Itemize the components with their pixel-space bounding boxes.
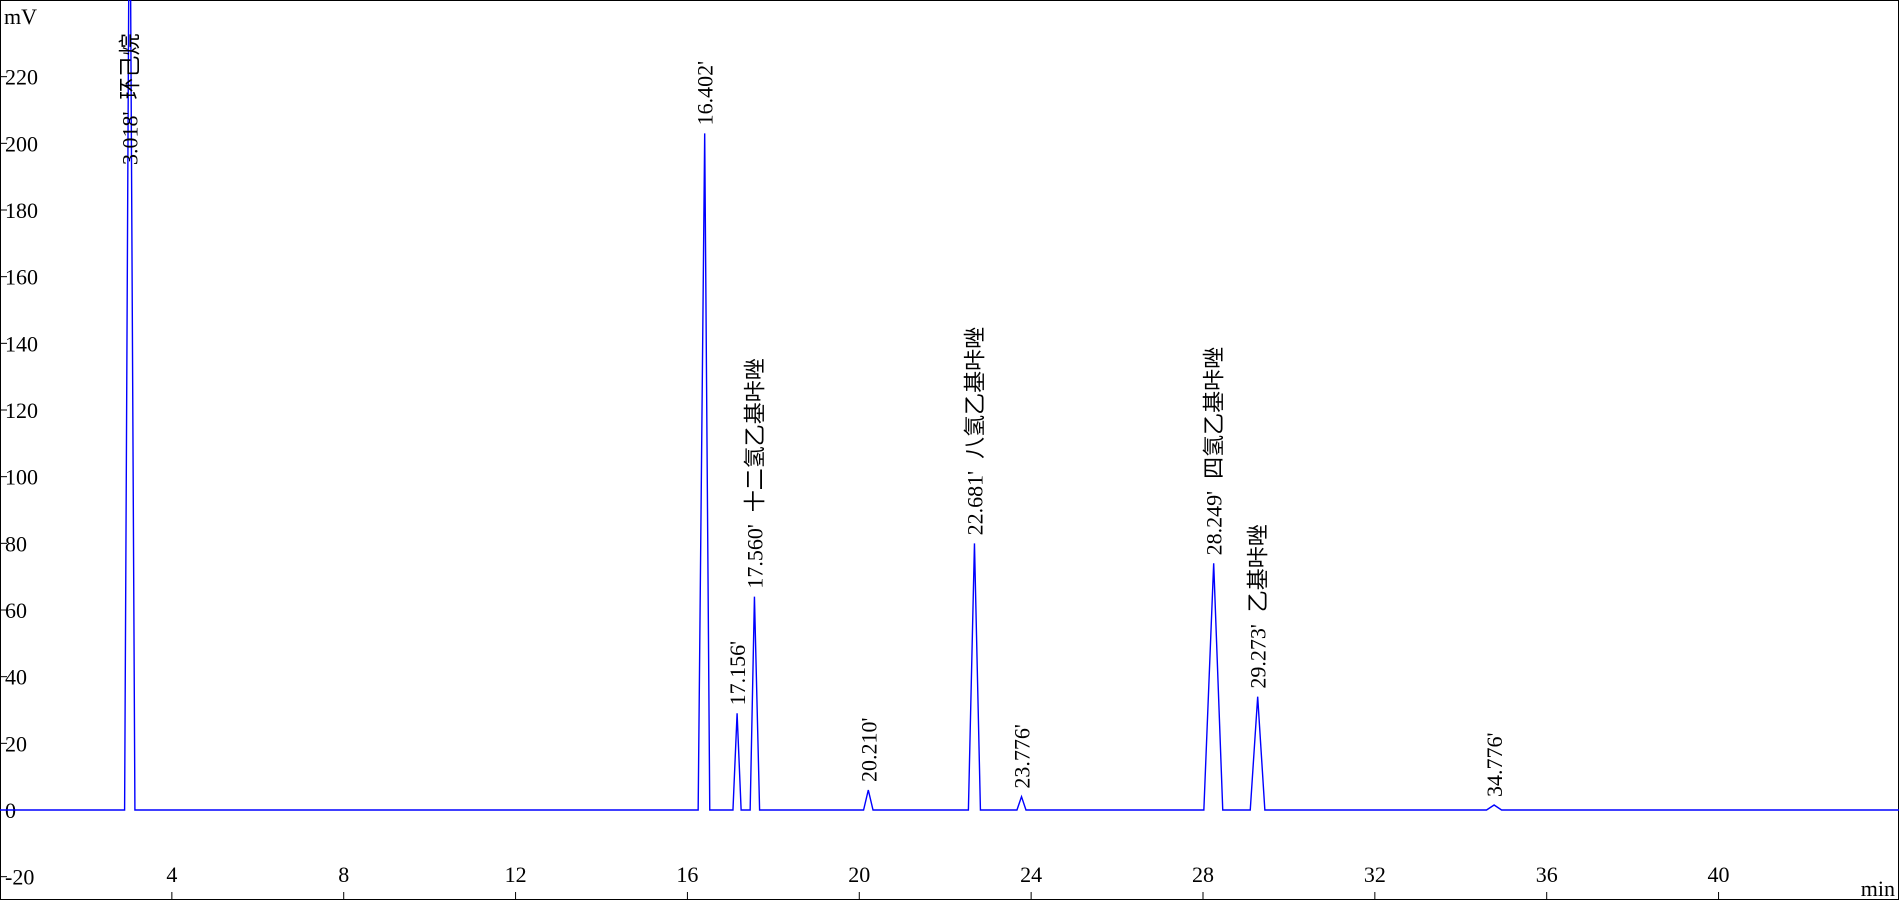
peak-label: 28.249' 四氢乙基咔唑 bbox=[1202, 347, 1227, 555]
x-tick-label: 4 bbox=[166, 862, 177, 887]
y-tick-label: 20 bbox=[5, 731, 27, 756]
peak-time: 17.560' bbox=[742, 524, 767, 589]
y-tick-label: 220 bbox=[5, 65, 38, 90]
y-tick-label: 40 bbox=[5, 665, 27, 690]
peak-time: 16.402' bbox=[693, 61, 718, 126]
chromatogram-trace bbox=[0, 0, 1899, 811]
peak-name: 乙基咔唑 bbox=[1246, 524, 1271, 612]
y-axis-label: mV bbox=[4, 4, 37, 29]
peak-name: 环己烷 bbox=[118, 34, 143, 100]
x-tick-label: 32 bbox=[1364, 862, 1386, 887]
peak-time: 28.249' bbox=[1202, 491, 1227, 556]
peak-label: 17.560' 十二氢乙基咔唑 bbox=[742, 358, 767, 588]
peak-label: 22.681' 八氢乙基咔唑 bbox=[962, 327, 987, 535]
x-tick-label: 40 bbox=[1708, 862, 1730, 887]
peak-label: 20.210' bbox=[856, 718, 881, 783]
y-tick-label: 80 bbox=[5, 531, 27, 556]
y-tick-label: 160 bbox=[5, 265, 38, 290]
peak-time: 22.681' bbox=[962, 471, 987, 536]
x-tick-label: 16 bbox=[676, 862, 698, 887]
y-tick-label: 120 bbox=[5, 398, 38, 423]
peak-time: 29.273' bbox=[1246, 624, 1271, 689]
x-tick-label: 28 bbox=[1192, 862, 1214, 887]
peak-time: 23.776' bbox=[1010, 724, 1035, 789]
peak-name: 八氢乙基咔唑 bbox=[962, 327, 987, 459]
x-tick-label: 36 bbox=[1536, 862, 1558, 887]
x-tick-label: 20 bbox=[848, 862, 870, 887]
peak-name: 四氢乙基咔唑 bbox=[1202, 347, 1227, 479]
x-tick-label: 8 bbox=[338, 862, 349, 887]
peak-time: 17.156' bbox=[725, 641, 750, 706]
y-tick-label: -20 bbox=[5, 865, 34, 890]
peak-time: 20.210' bbox=[856, 718, 881, 783]
peak-time: 34.776' bbox=[1482, 733, 1507, 798]
y-tick-label: 180 bbox=[5, 198, 38, 223]
peak-label: 23.776' bbox=[1010, 724, 1035, 789]
peak-label: 29.273' 乙基咔唑 bbox=[1246, 524, 1271, 688]
x-tick-label: 12 bbox=[505, 862, 527, 887]
y-tick-label: 140 bbox=[5, 331, 38, 356]
peak-name: 十二氢乙基咔唑 bbox=[742, 358, 767, 512]
y-tick-label: 60 bbox=[5, 598, 27, 623]
x-tick-label: 24 bbox=[1020, 862, 1042, 887]
peak-label: 34.776' bbox=[1482, 733, 1507, 798]
x-axis-label: min bbox=[1861, 876, 1895, 900]
y-tick-label: 200 bbox=[5, 131, 38, 156]
peak-label: 3.018' 环己烷 bbox=[118, 34, 143, 165]
peak-label: 17.156' bbox=[725, 641, 750, 706]
peak-label: 16.402' bbox=[693, 61, 718, 126]
y-tick-label: 100 bbox=[5, 465, 38, 490]
peak-time: 3.018' bbox=[118, 112, 143, 166]
